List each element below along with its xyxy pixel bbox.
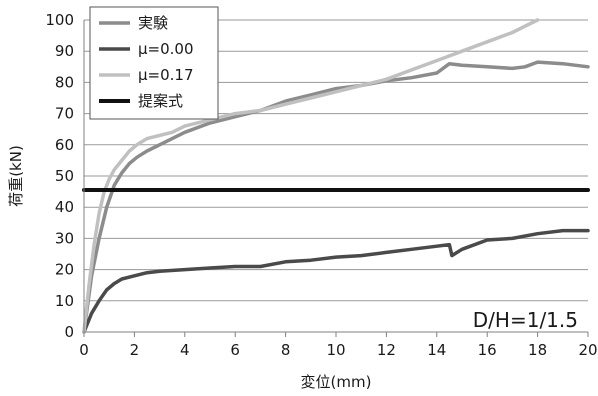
y-tick-label: 80: [55, 73, 74, 91]
y-tick-label: 50: [55, 167, 74, 185]
x-tick-label: 16: [478, 341, 497, 359]
x-tick-label: 2: [130, 341, 140, 359]
y-tick-label: 0: [64, 323, 74, 341]
series-line-2: [82, 228, 590, 334]
x-axis-title: 変位(mm): [301, 373, 372, 391]
y-tick-label: 70: [55, 105, 74, 123]
x-tick-label: 8: [281, 341, 291, 359]
x-tick-label: 18: [528, 341, 547, 359]
legend: 実験 μ=0.00 μ=0.17 提案式: [89, 6, 219, 120]
y-axis-title: 荷重(kN): [7, 145, 25, 207]
y-tick-label: 60: [55, 136, 74, 154]
x-tick-label: 12: [377, 341, 396, 359]
y-tick-label: 100: [45, 11, 74, 29]
y-tick-label: 30: [55, 229, 74, 247]
legend-label: 実験: [138, 14, 168, 32]
y-tick-label: 20: [55, 261, 74, 279]
y-tick-label: 10: [55, 292, 74, 310]
legend-label: μ=0.00: [138, 40, 194, 58]
x-tick-label: 4: [180, 341, 190, 359]
chart-annotation: D/H=1/1.5: [473, 308, 578, 332]
series-layer: [82, 18, 590, 334]
x-tick-label: 0: [79, 341, 89, 359]
series-line-3: [82, 18, 540, 334]
x-tick-label: 14: [427, 341, 446, 359]
x-tick-label: 10: [326, 341, 345, 359]
legend-label: 提案式: [138, 92, 183, 110]
x-tick-label: 20: [578, 341, 597, 359]
y-tick-label: 90: [55, 42, 74, 60]
y-tick-label: 40: [55, 198, 74, 216]
x-tick-label: 6: [230, 341, 240, 359]
axis-layer: 0 10 20 30 40 50 60 70 80 90 100 0 2 4 6 8 10 12 14 16 18 20: [45, 11, 597, 359]
legend-label: μ=0.17: [138, 66, 194, 84]
